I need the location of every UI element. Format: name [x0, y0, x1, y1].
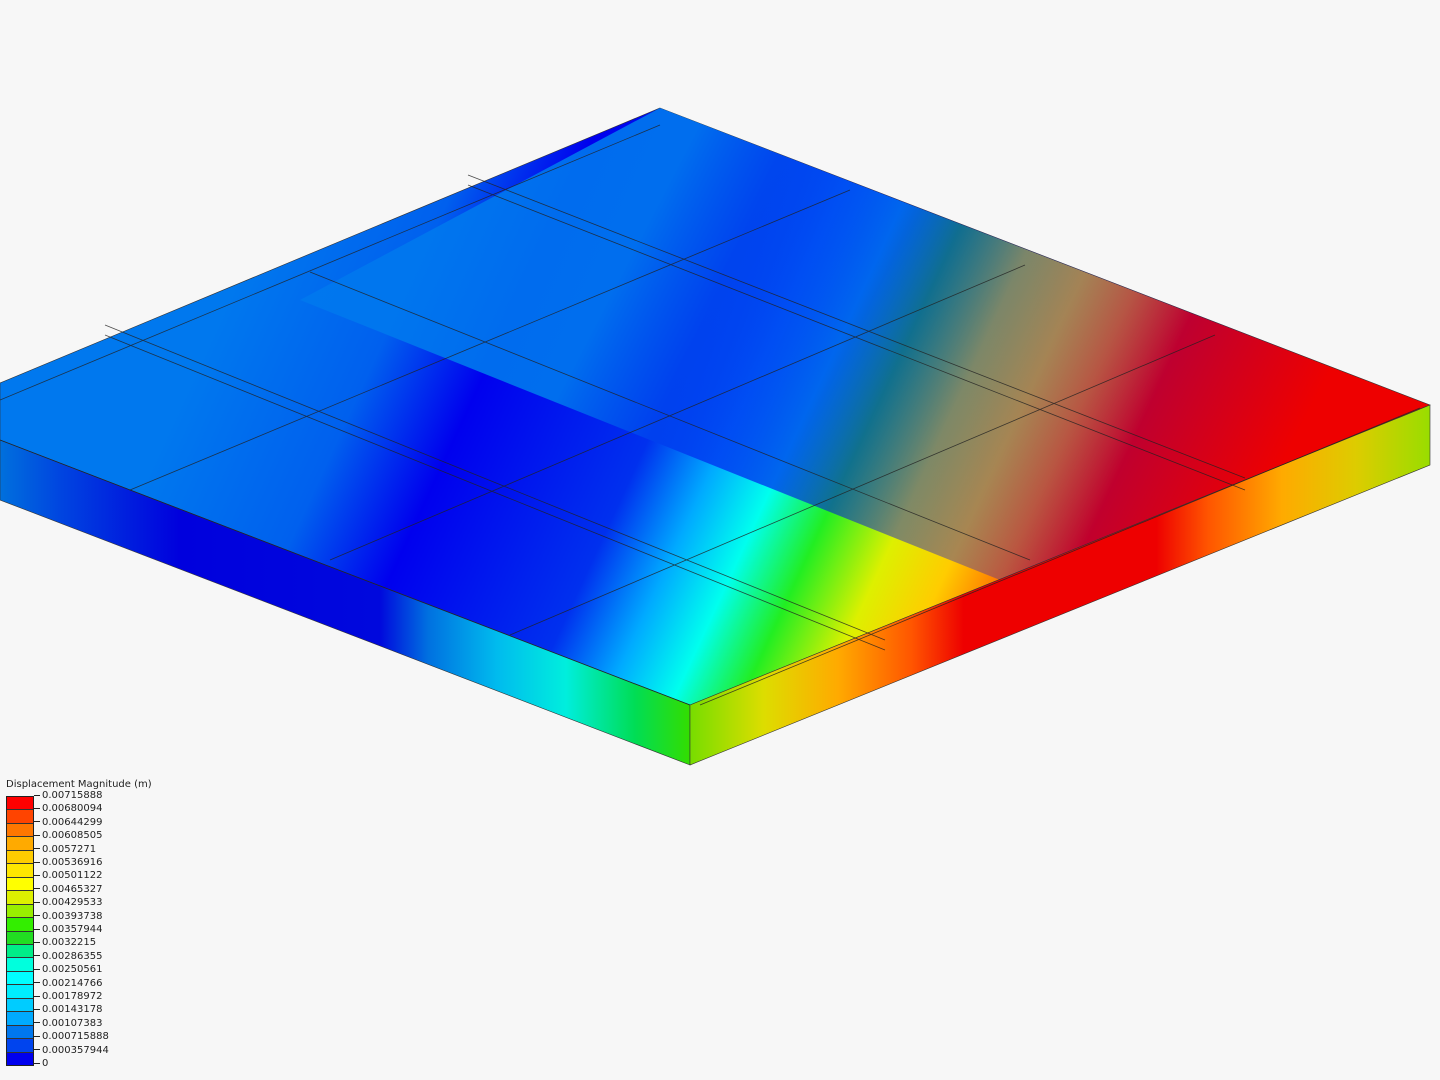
legend-band	[7, 1012, 33, 1026]
legend-band	[7, 931, 33, 945]
legend-band	[7, 1052, 33, 1066]
legend-tick-label: 0.00250561	[34, 964, 102, 976]
legend-band	[7, 891, 33, 905]
legend-band	[7, 877, 33, 892]
legend-tick-label: 0.00357944	[34, 924, 102, 936]
legend-title: Displacement Magnitude (m)	[6, 779, 152, 790]
legend-tick-label: 0.00465327	[34, 884, 102, 896]
legend-band	[7, 810, 33, 824]
legend-tick-label: 0.00644299	[34, 817, 102, 829]
legend-band	[7, 985, 33, 999]
legend-tick-label: 0	[34, 1058, 48, 1070]
legend-tick-label: 0.00536916	[34, 857, 102, 869]
legend-tick-label: 0.000357944	[34, 1045, 109, 1057]
legend-band	[7, 1039, 33, 1053]
legend-tick-label: 0.00501122	[34, 870, 102, 882]
legend-tick-label: 0.00608505	[34, 830, 102, 842]
legend-band	[7, 837, 33, 851]
plate-model	[0, 107, 1431, 766]
legend-tick-label: 0.0057271	[34, 844, 96, 856]
legend-tick-label: 0.00178972	[34, 991, 102, 1003]
legend-tick-label: 0.00393738	[34, 911, 102, 923]
color-legend: Displacement Magnitude (m) 0.00715888 0.0…	[6, 779, 152, 1069]
legend-band	[7, 971, 33, 986]
legend-band	[7, 1025, 33, 1040]
legend-tick-label: 0.0032215	[34, 937, 96, 949]
legend-band	[7, 958, 33, 972]
legend-tick-label: 0.00107383	[34, 1018, 102, 1030]
legend-tick-label: 0.00715888	[34, 790, 102, 802]
legend-color-bar	[6, 796, 34, 1066]
legend-band	[7, 918, 33, 932]
legend-tick-label: 0.000715888	[34, 1031, 109, 1043]
legend-band	[7, 864, 33, 878]
plate-top-face-shading	[300, 108, 1430, 580]
legend-tick-label: 0.00429533	[34, 897, 102, 909]
legend-tick-label: 0.00143178	[34, 1004, 102, 1016]
ribs	[0, 124, 1421, 706]
legend-band	[7, 797, 33, 811]
legend-band	[7, 944, 33, 959]
legend-band	[7, 998, 33, 1013]
legend-band	[7, 823, 33, 838]
legend-tick-label: 0.00214766	[34, 978, 102, 990]
plate-right-face	[689, 404, 1431, 766]
legend-band	[7, 904, 33, 919]
legend-tick-label: 0.00286355	[34, 951, 102, 963]
legend-tick-label: 0.00680094	[34, 803, 102, 815]
legend-band	[7, 850, 33, 865]
